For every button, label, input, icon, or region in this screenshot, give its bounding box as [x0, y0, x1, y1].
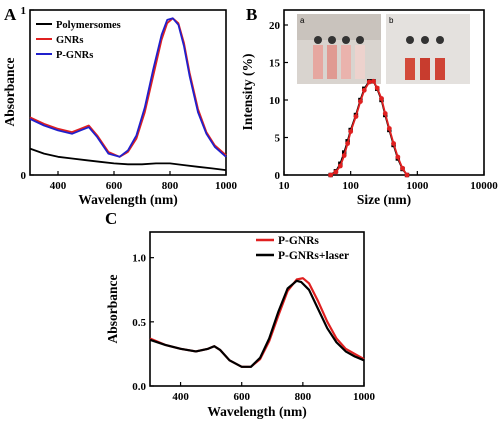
vial	[355, 45, 365, 79]
data-point-circle	[391, 141, 396, 146]
legend-label: P-GNRs	[56, 50, 93, 61]
x-tick-label: 100	[342, 180, 359, 192]
x-axis-label-c: Wavelength (nm)	[207, 404, 306, 419]
y-tick-label: 5	[275, 133, 281, 145]
vial	[420, 58, 430, 80]
vial-cap	[436, 36, 444, 44]
vial	[405, 58, 415, 80]
inset-label-a: a	[300, 16, 305, 25]
panel-label-b: B	[246, 5, 257, 24]
data-point-circle	[404, 172, 410, 178]
panel-label-c: C	[105, 209, 117, 228]
data-point-circle	[366, 79, 372, 85]
vial	[341, 45, 351, 79]
legend-label: GNRs	[56, 35, 83, 46]
vial-cap	[328, 36, 336, 44]
data-point-circle	[341, 153, 347, 158]
x-tick-label: 1000	[353, 391, 376, 403]
inset-label-b: b	[389, 16, 394, 25]
x-tick-label: 800	[162, 180, 179, 192]
series-line-a-2	[29, 17, 227, 158]
x-tick-label: 400	[172, 391, 189, 403]
vial-cap	[342, 36, 350, 44]
series-line-a-0	[29, 147, 227, 171]
vial	[313, 45, 323, 79]
y-tick-label: 1	[21, 5, 27, 17]
x-tick-label: 400	[50, 180, 67, 192]
x-tick-label: 1000	[215, 180, 238, 192]
data-point-circle	[395, 154, 401, 160]
vial-cap	[314, 36, 322, 44]
vial	[435, 58, 445, 80]
x-tick-label: 10	[279, 180, 291, 192]
data-point-circle	[382, 111, 388, 116]
plot-frame-a	[29, 9, 227, 176]
data-point-circle	[353, 114, 359, 119]
x-tick-label: 600	[233, 391, 250, 403]
x-tick-label: 600	[106, 180, 123, 192]
legend-label: P-GNRs+laser	[278, 250, 349, 262]
series-line-b-1	[330, 80, 408, 176]
y-tick-label: 0	[275, 170, 281, 182]
y-tick-label: 1.0	[132, 253, 146, 265]
inset-photo-b: b	[386, 14, 470, 84]
vial-cap	[421, 36, 429, 44]
y-tick-label: 15	[269, 58, 281, 70]
chart-panel-a: Absorbance Wavelength (nm) Polymersomes G…	[2, 9, 227, 207]
y-tick-label: 0.5	[132, 317, 146, 329]
legend-label: P-GNRs	[278, 235, 319, 247]
inset-photo-a: a	[297, 14, 381, 84]
series-line-c-0	[149, 277, 365, 368]
data-point-circle	[374, 85, 380, 91]
x-axis-label-a: Wavelength (nm)	[78, 192, 177, 207]
plot-frame-b	[283, 9, 485, 176]
data-point-circle	[348, 129, 354, 134]
data-point-circle	[358, 99, 363, 104]
y-tick-label: 20	[269, 20, 281, 32]
panel-label-a: A	[4, 5, 17, 24]
y-tick-label: 10	[269, 95, 281, 107]
y-axis-label-b: Intensity (%)	[240, 54, 255, 131]
vial-cap	[406, 36, 414, 44]
y-axis-label-a: Absorbance	[2, 57, 17, 126]
x-tick-label: 10000	[470, 180, 498, 192]
chart-panel-c: Absorbance Wavelength (nm) P-GNRs P-GNRs+…	[105, 231, 365, 419]
vial-cap	[356, 36, 364, 44]
x-tick-label: 1000	[406, 180, 429, 192]
legend-label: Polymersomes	[56, 20, 121, 31]
chart-panel-b: Intensity (%) Size (nm) a b	[240, 9, 485, 207]
vial	[327, 45, 337, 79]
data-point-circle	[328, 172, 333, 178]
data-point-circle	[337, 163, 343, 169]
y-tick-label: 0.0	[132, 381, 146, 393]
x-tick-label: 800	[295, 391, 312, 403]
y-tick-label: 0	[21, 170, 27, 182]
data-point-circle	[345, 141, 351, 146]
plot-frame-c	[149, 231, 365, 387]
data-point-circle	[386, 126, 392, 131]
y-axis-label-c: Absorbance	[105, 274, 120, 343]
series-line-c-1	[149, 279, 365, 368]
legend-c: P-GNRs P-GNRs+laser	[256, 235, 349, 262]
data-point-circle	[379, 96, 384, 101]
data-point-circle	[333, 169, 339, 175]
legend-a: Polymersomes GNRs P-GNRs	[36, 20, 121, 61]
data-point-circle	[371, 78, 376, 84]
data-point-circle	[400, 165, 405, 171]
data-point-circle	[361, 87, 367, 93]
x-axis-label-b: Size (nm)	[357, 192, 411, 207]
